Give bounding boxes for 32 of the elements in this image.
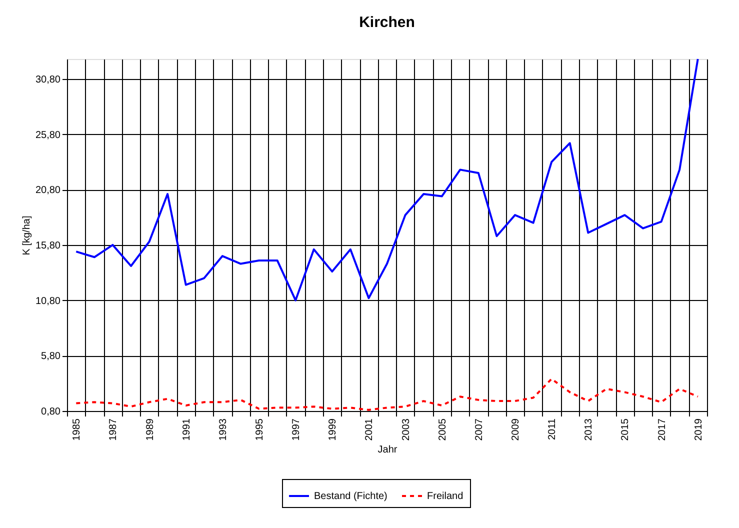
x-tick-label: 1991 [181,418,192,441]
x-tick-label: 2013 [584,418,595,441]
x-tick-label: 2017 [656,418,668,441]
x-tick-label: 1985 [72,418,83,441]
y-tick-label: 0,80 [41,406,61,418]
x-tick-label: 2019 [693,418,704,441]
y-tick-label: 10,80 [35,296,61,307]
y-tick-label: 15,80 [35,240,61,252]
line-series [75,378,699,411]
x-tick-label: 1995 [254,418,266,441]
x-tick-label: 1999 [328,418,339,441]
x-tick-label: 1993 [218,418,229,441]
legend-label: Bestand (Fichte) [314,491,388,502]
x-tick-label: 2015 [620,418,632,441]
x-tick-label: 1989 [144,418,156,441]
y-tick-label: 25,80 [35,130,61,141]
x-tick-label: 2003 [400,418,412,441]
legend-label: Freiland [427,491,464,502]
x-tick-label: 2001 [364,418,376,441]
x-tick-label: 2011 [547,418,558,440]
x-tick-label: 2009 [510,418,522,441]
line-series [75,58,699,302]
x-tick-label: 1997 [291,418,302,441]
x-axis-title: Jahr [378,444,398,456]
x-tick-label: 2005 [437,418,448,441]
y-axis-title: K [kg/ha] [21,216,32,256]
y-tick-label: 30,80 [35,74,61,86]
x-tick-label: 1987 [108,418,120,441]
y-tick-label: 20,80 [35,185,61,196]
chart-title: Kirchen [359,14,415,31]
y-tick-label: 5,80 [41,351,61,362]
x-tick-label: 2007 [474,418,485,441]
